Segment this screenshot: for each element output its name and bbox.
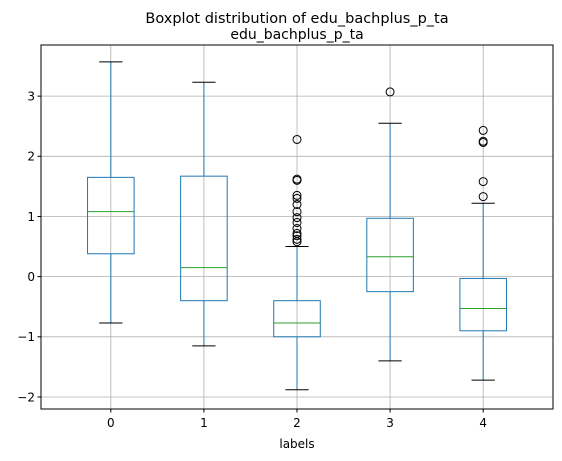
x-tick-label: 2 — [293, 416, 301, 430]
y-tick-label: 2 — [27, 150, 35, 164]
outlier-point — [292, 213, 302, 223]
outlier-point — [292, 199, 302, 209]
y-tick-label: 0 — [27, 270, 35, 284]
box-iqr — [87, 176, 135, 255]
box-group-1 — [180, 81, 228, 347]
outlier-point — [478, 125, 488, 135]
x-tick-label: 1 — [200, 416, 208, 430]
box-iqr — [459, 277, 507, 332]
outlier-point — [478, 136, 488, 146]
outlier-point — [292, 217, 302, 227]
box-iqr — [180, 175, 228, 302]
outlier-point — [292, 207, 302, 217]
axes-title: edu_bachplus_p_ta — [230, 27, 363, 43]
y-tick-label: −2 — [17, 390, 35, 404]
x-axis-ticks: 0 1 2 3 4 — [107, 409, 487, 430]
x-tick-label: 3 — [386, 416, 394, 430]
outlier-point — [292, 231, 302, 241]
y-axis-ticks: −2 −1 0 1 2 3 — [17, 89, 41, 404]
y-tick-label: 3 — [27, 89, 35, 103]
x-tick-label: 4 — [479, 416, 487, 430]
x-axis-label: labels — [279, 437, 314, 451]
x-tick-label: 0 — [107, 416, 115, 430]
outlier-point — [478, 177, 488, 187]
outlier-point — [292, 193, 302, 203]
box-group-4 — [459, 125, 507, 381]
box-iqr — [273, 300, 321, 338]
box-group-2 — [273, 134, 321, 391]
outlier-point — [292, 228, 302, 238]
box-group-0 — [87, 61, 135, 324]
outlier-point — [478, 192, 488, 202]
figure-suptitle: Boxplot distribution of edu_bachplus_p_t… — [145, 11, 448, 27]
box-iqr — [366, 217, 414, 293]
boxplot-series — [87, 61, 507, 391]
y-tick-label: 1 — [27, 210, 35, 224]
outlier-point — [292, 174, 302, 184]
y-tick-label: −1 — [17, 330, 35, 344]
outlier-point — [292, 234, 302, 244]
outlier-point — [292, 190, 302, 200]
outlier-point — [292, 224, 302, 234]
outlier-point — [292, 134, 302, 144]
outlier-point — [385, 87, 395, 97]
box-group-3 — [366, 87, 414, 362]
